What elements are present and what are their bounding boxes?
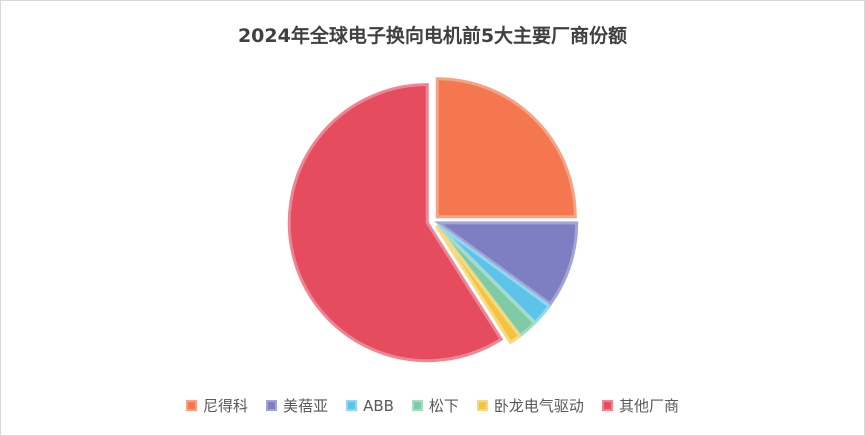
legend-label: 卧龙电气驱动 (493, 397, 584, 415)
legend-swatch (346, 400, 358, 411)
legend-item-0[interactable]: 尼得科 (186, 395, 248, 416)
chart-legend: 尼得科 美蓓亚 ABB 松下 卧龙电气驱动 其他厂商 (1, 395, 864, 416)
legend-label: 美蓓亚 (283, 397, 329, 415)
chart-title: 2024年全球电子换向电机前5大主要厂商份额 (237, 25, 628, 47)
pie-slice-5[interactable] (287, 83, 504, 363)
legend-item-3[interactable]: 松下 (411, 395, 459, 416)
legend-label: ABB (363, 396, 394, 415)
legend-swatch (186, 400, 198, 411)
legend-swatch (266, 400, 278, 411)
legend-swatch (411, 400, 423, 411)
legend-item-1[interactable]: 美蓓亚 (266, 395, 328, 416)
legend-swatch (601, 400, 613, 411)
legend-label: 尼得科 (203, 397, 249, 415)
legend-item-4[interactable]: 卧龙电气驱动 (476, 395, 584, 416)
legend-swatch (476, 400, 488, 411)
legend-item-2[interactable]: ABB (346, 397, 394, 415)
pie-slice-1[interactable] (434, 221, 579, 307)
legend-item-5[interactable]: 其他厂商 (601, 395, 679, 416)
pie-slice-0[interactable] (435, 77, 577, 219)
pie-chart (287, 77, 579, 363)
pie-slice-4[interactable] (435, 225, 522, 345)
legend-label: 松下 (428, 397, 459, 415)
legend-label: 其他厂商 (618, 397, 679, 415)
